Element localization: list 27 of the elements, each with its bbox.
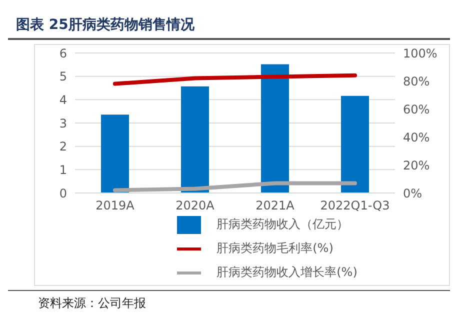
y2-tick-label: 80% (403, 74, 430, 88)
legend-label: 肝病类药物收入增长率(%) (216, 265, 358, 280)
x-tick-label: 2020A (176, 198, 216, 213)
text: 资料来源：公司年报 (38, 295, 147, 312)
y2-tick-label: 100% (403, 46, 438, 60)
bar (341, 96, 369, 193)
chart-title: 图表 25肝病类药物销售情况 (8, 8, 450, 40)
y-tick-label: 1 (59, 162, 67, 177)
x-tick-label: 2021A (256, 198, 296, 213)
y-tick-label: 4 (59, 92, 67, 107)
x-tick-label: 2022Q1-Q3 (320, 198, 390, 213)
y2-tick-label: 40% (403, 130, 430, 144)
y2-tick-label: 20% (403, 158, 430, 172)
bar (101, 114, 129, 193)
y-tick-label: 5 (59, 70, 67, 84)
y-tick-label: 6 (59, 46, 67, 60)
x-tick-label: 2019A (96, 198, 136, 213)
y2-tick-label: 0% (403, 186, 422, 200)
y-tick-label: 3 (59, 116, 67, 130)
y-tick-label: 0 (59, 186, 67, 200)
bar (181, 86, 209, 193)
legend-label: 肝病类药物收入（亿元） (216, 217, 349, 232)
legend-label: 肝病类药物毛利率(%) (216, 241, 334, 256)
y2-tick-label: 60% (403, 102, 430, 116)
line-series (113, 73, 357, 86)
y-tick-label: 2 (59, 140, 67, 154)
bar (261, 64, 289, 193)
